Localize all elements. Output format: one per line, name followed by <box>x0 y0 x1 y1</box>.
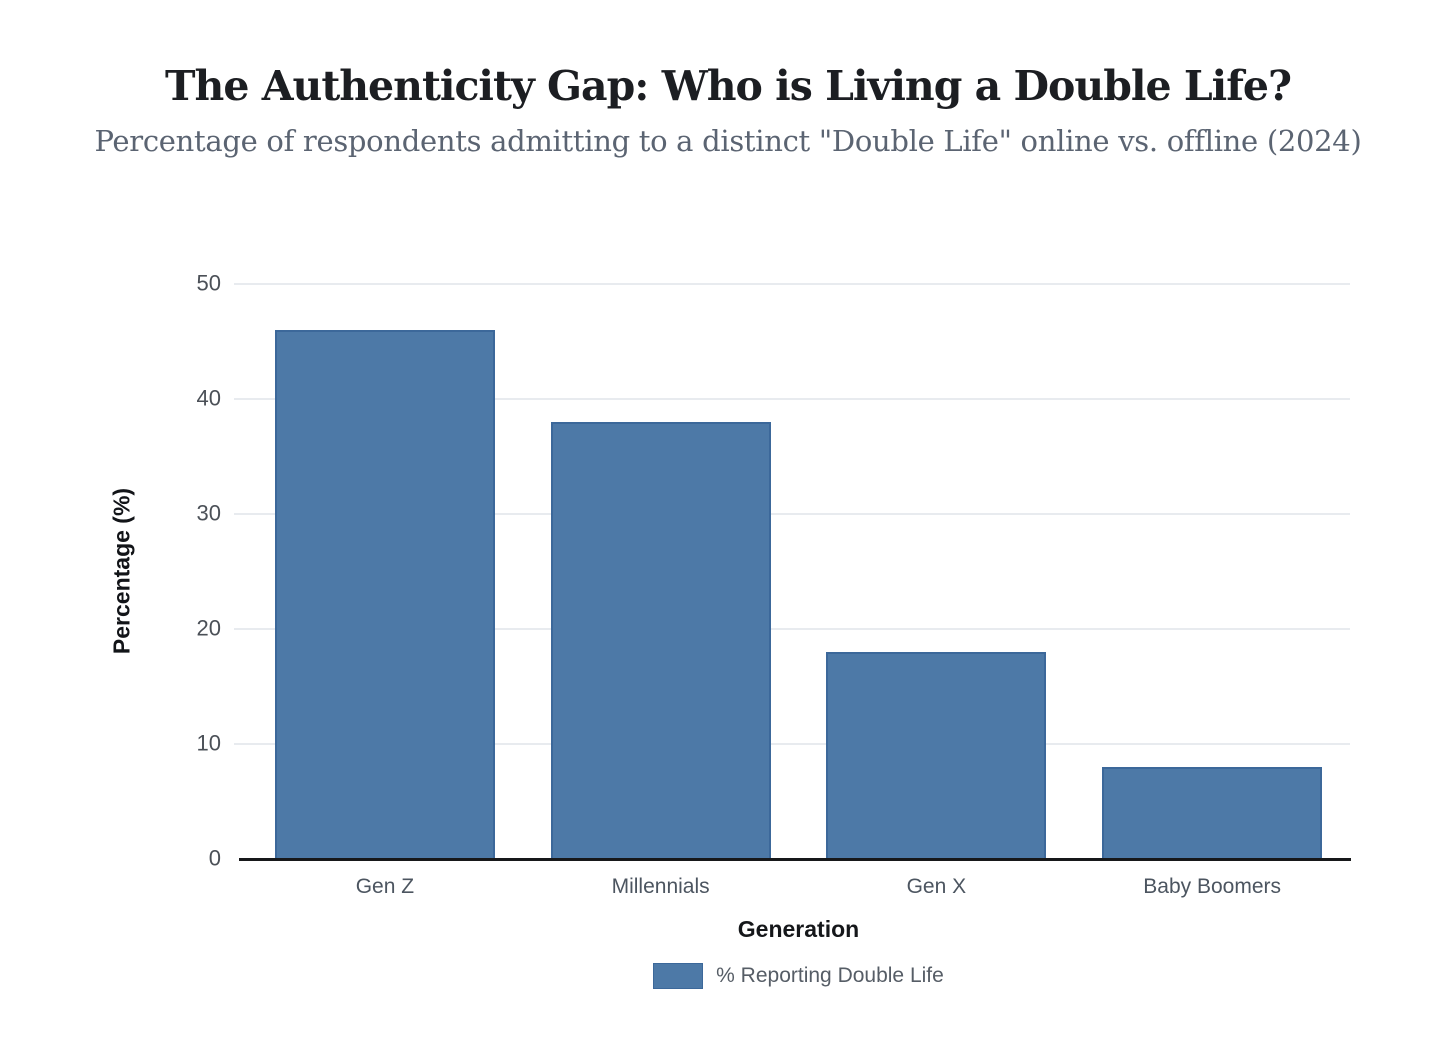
bar-gen-z <box>274 330 495 859</box>
legend-swatch <box>653 963 704 989</box>
legend-label: % Reporting Double Life <box>716 964 944 987</box>
x-tick-label-gen-z: Gen Z <box>355 875 415 898</box>
bar-gen-x <box>826 652 1047 859</box>
gridline-40 <box>234 398 1350 400</box>
legend: % Reporting Double Life <box>247 963 1350 989</box>
gridline-10 <box>234 743 1350 745</box>
bar-baby-boomers <box>1102 767 1323 859</box>
y-tick-label-50: 50 <box>196 270 221 296</box>
x-axis-title: Generation <box>737 916 860 942</box>
chart-subtitle: Percentage of respondents admitting to a… <box>94 124 1362 158</box>
gridline-30 <box>234 513 1350 515</box>
chart-title: The Authenticity Gap: Who is Living a Do… <box>165 62 1292 110</box>
y-tick-label-0: 0 <box>208 845 221 871</box>
gridline-20 <box>234 628 1350 630</box>
x-tick-label-millennials: Millennials <box>611 875 710 898</box>
y-tick-label-20: 20 <box>196 615 221 641</box>
y-axis-title: Percentage (%) <box>108 487 135 655</box>
plot-area: 0 10 20 30 40 50 Gen Z Millennials Gen X Baby Boo… <box>197 270 1351 898</box>
x-tick-label-gen-x: Gen X <box>906 875 967 898</box>
x-tick-label-baby-boomers: Baby Boomers <box>1143 875 1281 898</box>
x-axis-line <box>239 858 1351 861</box>
y-tick-label-30: 30 <box>196 500 221 526</box>
bar-millennials <box>550 422 771 859</box>
y-tick-label-40: 40 <box>196 385 221 411</box>
y-tick-label-10: 10 <box>196 730 221 756</box>
gridline-50 <box>234 283 1350 285</box>
